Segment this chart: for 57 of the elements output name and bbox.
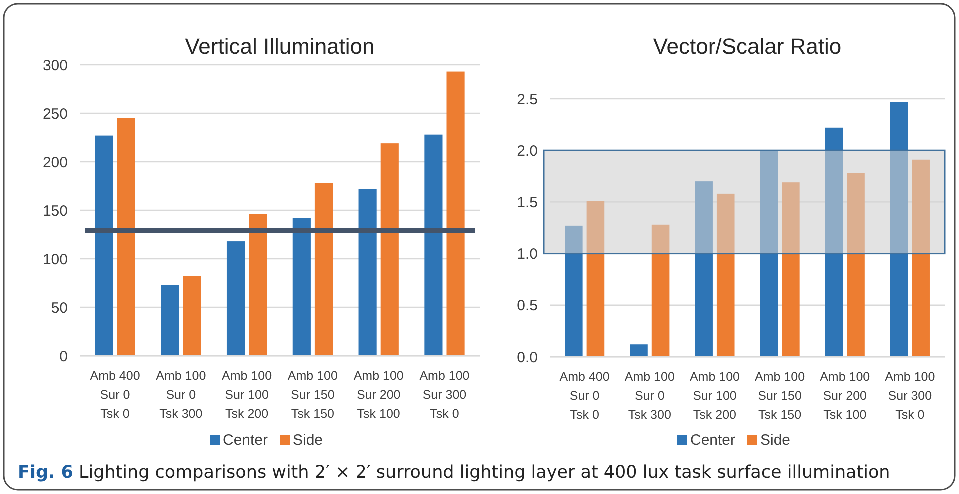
x-tick-label: Amb 400 Sur 0 Tsk 0 <box>560 370 610 422</box>
caption: Fig. 6 <box>18 463 74 483</box>
bar <box>117 118 136 356</box>
y-tick-label: 50 <box>51 300 68 317</box>
x-tick-label: Amb 400 Sur 0 Tsk 0 <box>90 369 140 421</box>
legend-label: Side <box>760 432 791 449</box>
y-tick-label: 250 <box>42 106 68 123</box>
bar <box>424 134 443 356</box>
bar <box>358 189 377 356</box>
legend-label: Center <box>223 432 268 449</box>
x-tick-label: Amb 100 Sur 100 Tsk 200 <box>222 369 272 421</box>
bar <box>782 182 800 357</box>
x-tick-label: Amb 100 Sur 0 Tsk 300 <box>624 370 675 422</box>
y-tick-label: 1.5 <box>517 194 538 212</box>
bar <box>183 276 202 356</box>
y-tick-label: 2.5 <box>517 91 538 108</box>
y-tick-label: 200 <box>42 154 68 172</box>
bar <box>695 182 713 357</box>
bar <box>226 242 246 356</box>
x-tick-label: Amb 100 Sur 100 Tsk 200 <box>690 370 740 422</box>
bar <box>912 160 930 357</box>
bar <box>847 173 865 357</box>
x-tick-label: Amb 100 Sur 200 Tsk 100 <box>820 370 870 422</box>
y-tick-label: 0 <box>60 348 68 366</box>
x-tick-label: Amb 100 Sur 150 Tsk 150 <box>755 370 806 422</box>
legend-label: Center <box>690 432 736 449</box>
x-tick-label: Amb 100 Sur 300 Tsk 0 <box>885 370 936 422</box>
bar <box>825 128 844 357</box>
bar <box>380 144 399 356</box>
bar <box>161 285 180 356</box>
y-tick-label: 0.0 <box>517 349 538 366</box>
x-tick-label: Amb 100 Sur 300 Tsk 0 <box>420 369 470 421</box>
bar <box>630 344 648 357</box>
bar <box>652 224 670 357</box>
y-tick-label: 300 <box>42 57 68 74</box>
x-tick-label: Amb 100 Sur 0 Tsk 300 <box>156 369 206 421</box>
bar <box>446 72 465 356</box>
bar <box>249 214 268 356</box>
y-tick-label: 2.0 <box>517 142 538 160</box>
bar <box>314 183 334 356</box>
y-tick-label: 100 <box>42 251 68 268</box>
y-tick-label: 1.0 <box>517 246 538 264</box>
chart-title: Vertical Illumination <box>185 34 375 59</box>
bar <box>716 194 735 357</box>
legend-label: Side <box>293 432 324 449</box>
bar <box>292 218 311 356</box>
x-tick-label: Amb 100 Sur 200 Tsk 100 <box>354 369 404 421</box>
text: Lighting comparisons with 2′ × 2′ surround lighting layer at 400 lux task surface illumination <box>73 463 890 483</box>
bar <box>586 201 605 357</box>
bar <box>565 226 583 357</box>
x-tick-label: Amb 100 Sur 150 Tsk 150 <box>288 369 338 421</box>
bar <box>760 150 778 357</box>
bar <box>95 136 114 356</box>
y-tick-label: 150 <box>42 202 68 220</box>
y-tick-label: 0.5 <box>517 298 538 315</box>
chart-title: Vector/Scalar Ratio <box>653 34 842 59</box>
bar <box>890 102 908 357</box>
